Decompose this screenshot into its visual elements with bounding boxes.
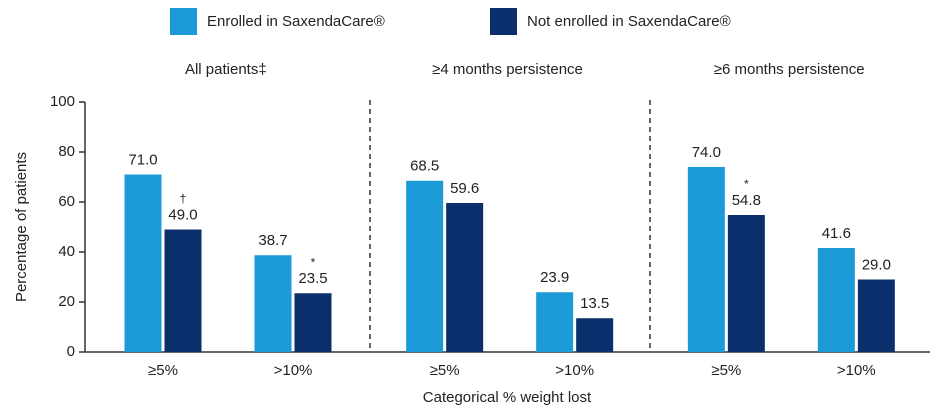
group-title: All patients‡ [185,61,267,78]
legend-label: Not enrolled in SaxendaCare® [527,13,731,30]
significance-marker: * [311,255,316,269]
x-tick-label: >10% [837,362,876,379]
significance-marker: * [744,177,749,191]
y-tick-label: 0 [67,343,75,360]
y-tick-label: 80 [58,143,75,160]
bar [124,174,162,352]
x-axis-title: Categorical % weight lost [423,389,592,406]
bar [406,180,444,352]
x-tick-label: ≥5% [148,362,178,379]
bar [576,318,614,352]
value-label: 41.6 [822,225,851,242]
legend-swatch [170,8,197,35]
value-label: 71.0 [128,151,157,168]
bar [164,229,202,352]
value-label: 23.5 [298,270,327,287]
value-label: 74.0 [692,144,721,161]
value-label: 49.0 [168,206,197,223]
bar [446,203,484,352]
significance-marker: † [180,192,187,206]
value-label: 54.8 [732,192,761,209]
bar [536,292,574,352]
y-tick-label: 40 [58,243,75,260]
y-tick-label: 100 [50,93,75,110]
group-title: ≥6 months persistence [714,61,865,78]
legend-swatch [490,8,517,35]
value-label: 23.9 [540,269,569,286]
bar [817,248,855,352]
x-tick-label: >10% [555,362,594,379]
bar [857,279,895,352]
value-label: 59.6 [450,180,479,197]
y-tick-label: 60 [58,193,75,210]
bar [254,255,292,352]
value-label: 29.0 [862,256,891,273]
y-axis-title: Percentage of patients [13,152,30,302]
x-tick-label: >10% [274,362,313,379]
x-tick-label: ≥5% [430,362,460,379]
bar [294,293,332,352]
bar [687,167,725,352]
bar [727,215,765,352]
x-tick-label: ≥5% [711,362,741,379]
group-title: ≥4 months persistence [432,61,583,78]
legend-label: Enrolled in SaxendaCare® [207,13,385,30]
value-label: 13.5 [580,295,609,312]
y-tick-label: 20 [58,293,75,310]
value-label: 68.5 [410,158,439,175]
value-label: 38.7 [258,232,287,249]
